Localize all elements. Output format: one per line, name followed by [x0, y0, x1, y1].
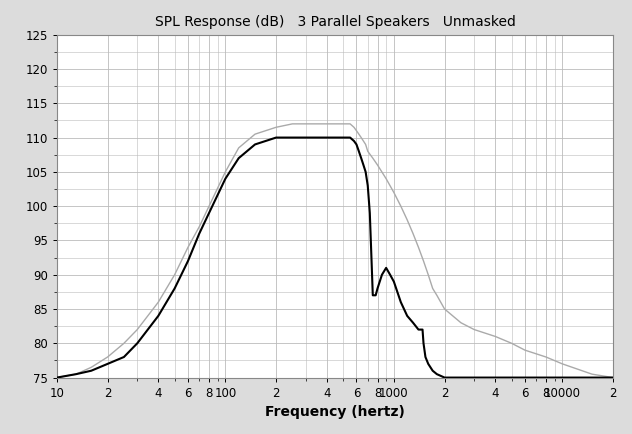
Title: SPL Response (dB)   3 Parallel Speakers   Unmasked: SPL Response (dB) 3 Parallel Speakers Un…	[154, 15, 516, 30]
X-axis label: Frequency (hertz): Frequency (hertz)	[265, 405, 405, 419]
